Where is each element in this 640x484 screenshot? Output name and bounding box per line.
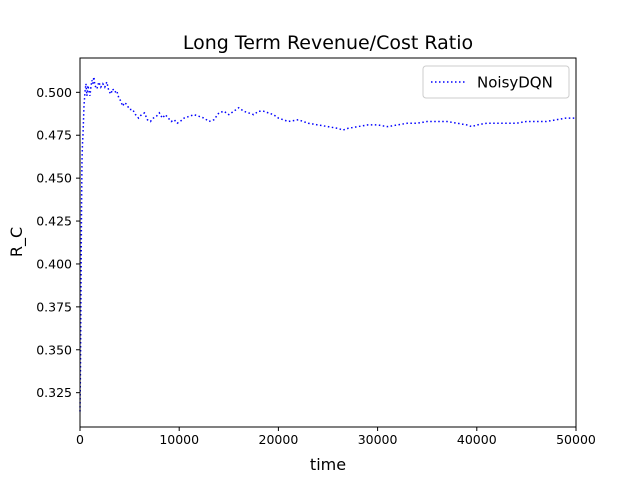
plot-frame [79, 57, 577, 428]
y-tick-label: 0.375 [36, 299, 72, 314]
y-axis-ticks: 0.325 0.350 0.375 0.400 0.425 0.450 0.475 0.500 [36, 85, 80, 400]
y-tick-label: 0.425 [36, 214, 72, 229]
x-axis-ticks: 0 10000 20000 30000 40000 50000 [76, 427, 596, 447]
x-tick-label: 20000 [259, 432, 299, 447]
series-line-noisydqn [79, 76, 576, 412]
x-tick-label: 0 [76, 432, 84, 447]
y-axis-label: R_C [7, 227, 27, 257]
x-tick-label: 30000 [358, 432, 398, 447]
y-tick-label: 0.325 [36, 385, 72, 400]
legend-box [422, 65, 570, 99]
series-layer [79, 76, 576, 412]
y-tick-label: 0.475 [36, 128, 72, 143]
y-tick-label: 0.500 [36, 85, 72, 100]
y-tick-label: 0.450 [36, 171, 72, 186]
x-tick-label: 50000 [556, 432, 596, 447]
x-axis-label: time [310, 455, 346, 474]
legend: NoisyDQN [422, 65, 570, 99]
x-tick-label: 40000 [457, 432, 497, 447]
chart-title: Long Term Revenue/Cost Ratio [183, 32, 473, 54]
y-tick-label: 0.350 [36, 342, 72, 357]
x-tick-label: 10000 [159, 432, 199, 447]
y-tick-label: 0.400 [36, 256, 72, 271]
legend-entry-label: NoisyDQN [477, 74, 553, 92]
